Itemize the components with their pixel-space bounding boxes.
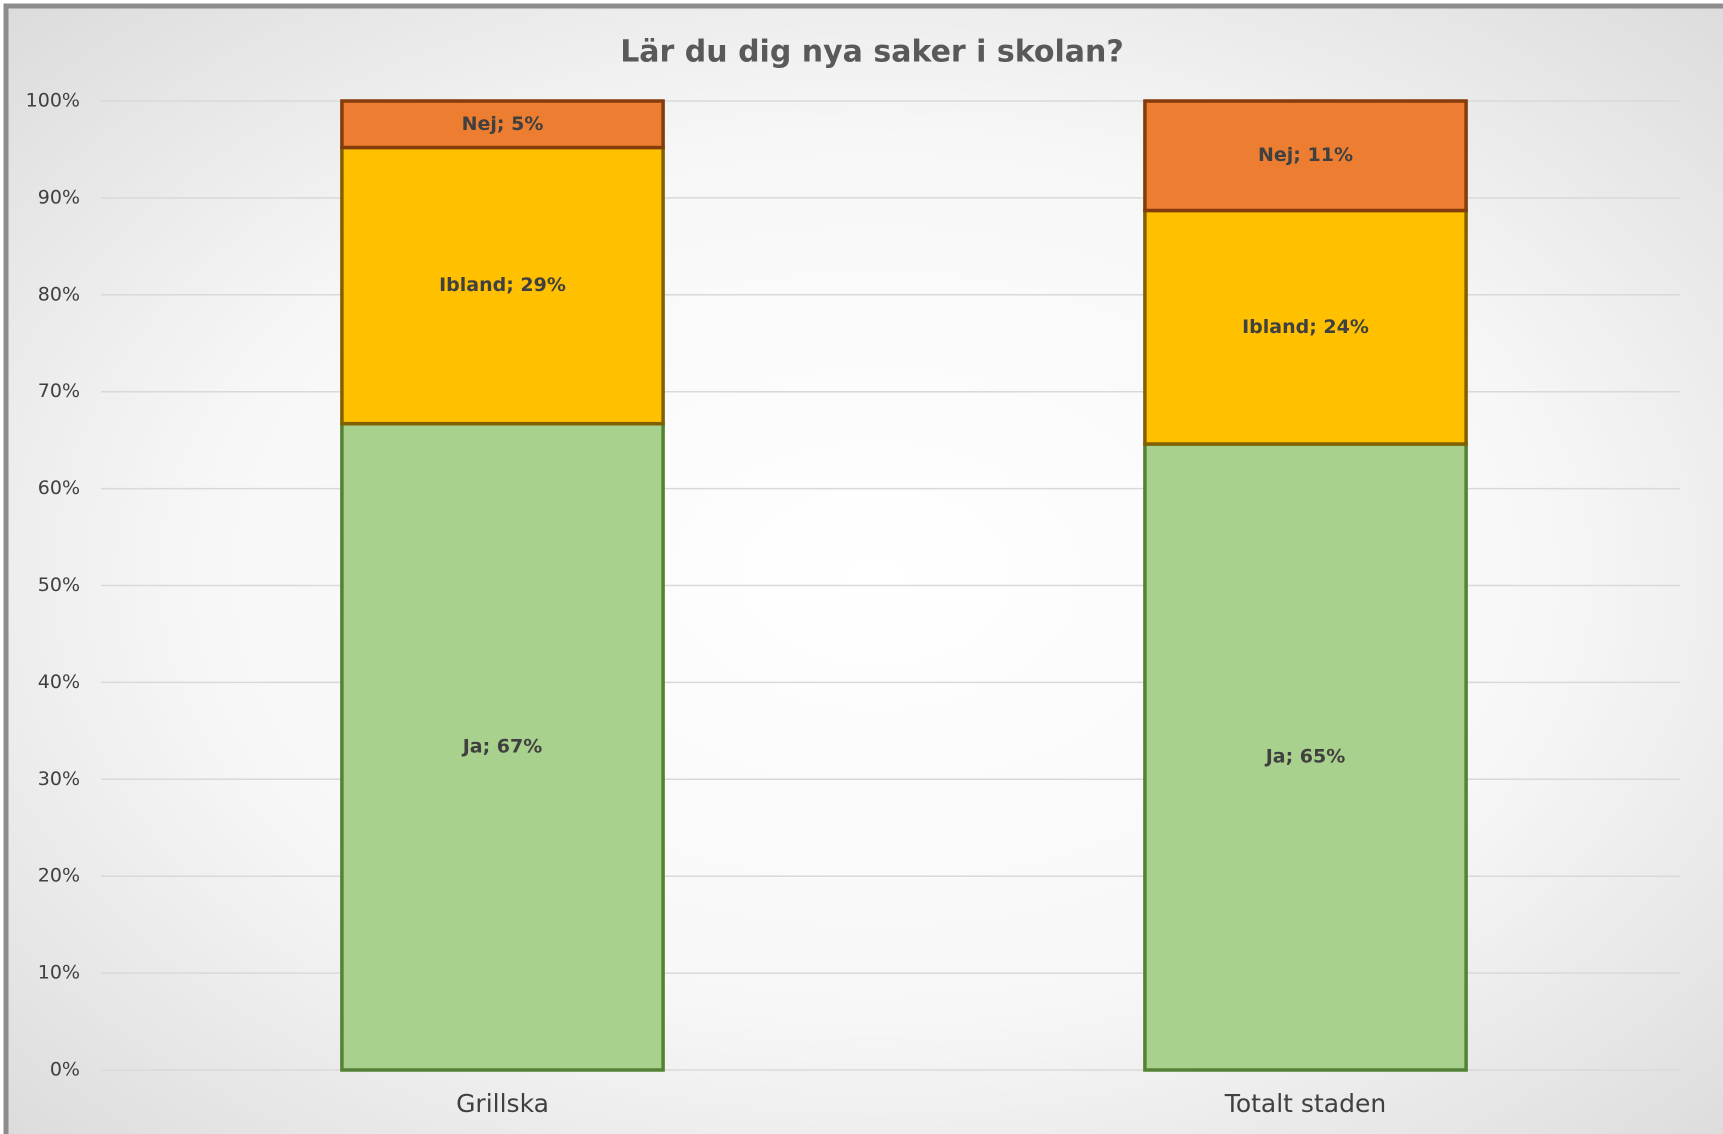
bar-segment (1143, 99, 1468, 213)
data-label: Ibland; 24% (1242, 316, 1369, 338)
data-label: Ibland; 29% (439, 274, 566, 296)
y-tick-label: 60% (38, 477, 80, 499)
y-tick-label: 40% (38, 671, 80, 693)
y-tick-label: 90% (38, 186, 80, 208)
bar-segment (1143, 442, 1468, 1072)
y-tick-label: 50% (38, 574, 80, 596)
data-label: Ja; 65% (1264, 746, 1346, 768)
bar-segment (340, 99, 665, 150)
y-tick-label: 80% (38, 283, 80, 305)
data-label: Nej; 5% (462, 113, 544, 135)
x-tick-label: Grillska (456, 1089, 549, 1118)
bar-segment (340, 421, 665, 1072)
data-label: Nej; 11% (1258, 144, 1353, 166)
y-tick-label: 20% (38, 865, 80, 887)
bar-segment (1143, 208, 1468, 446)
data-label: Ja; 67% (461, 735, 543, 757)
x-tick-label: Totalt staden (1224, 1089, 1386, 1118)
y-tick-label: 10% (38, 962, 80, 984)
y-tick-label: 30% (38, 768, 80, 790)
y-tick-label: 0% (50, 1059, 80, 1081)
y-tick-label: 100% (26, 90, 80, 112)
y-tick-label: 70% (38, 380, 80, 402)
chart-title: Lär du dig nya saker i skolan? (620, 35, 1124, 70)
